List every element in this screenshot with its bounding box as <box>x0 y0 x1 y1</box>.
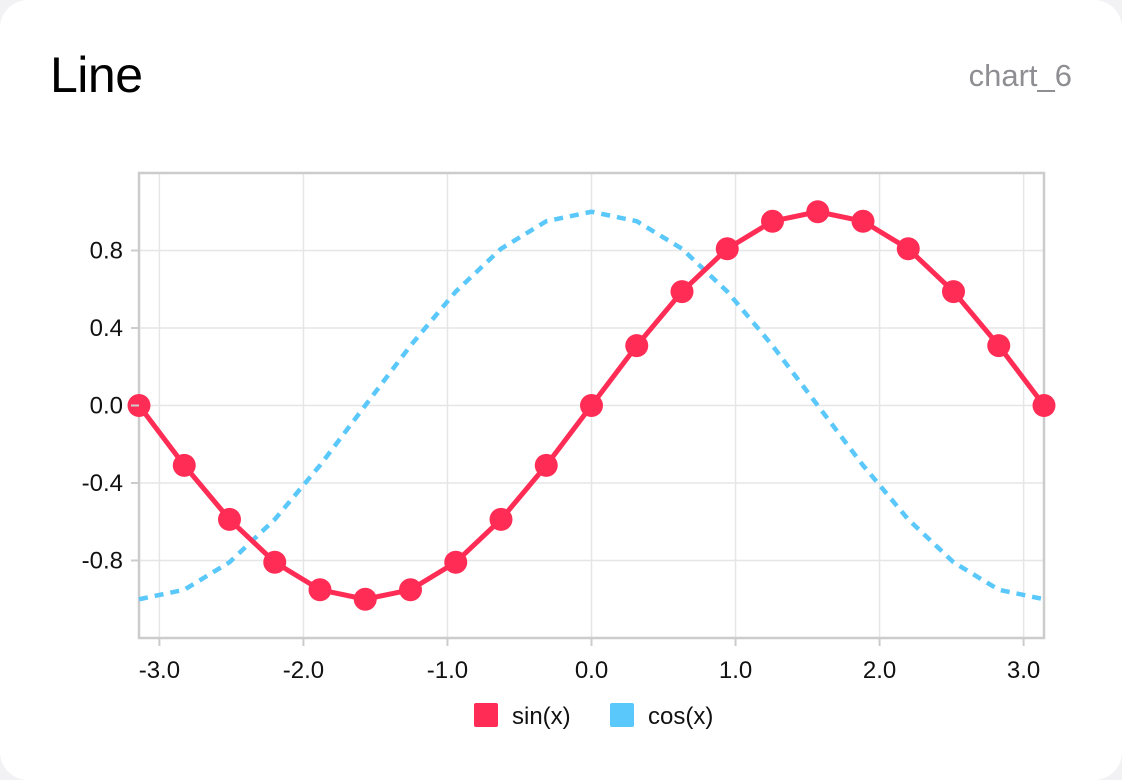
chart-title: Line <box>50 47 143 103</box>
legend-swatch <box>610 703 634 727</box>
legend-label: cos(x) <box>648 703 713 730</box>
x-tick-label: 3.0 <box>1007 657 1040 684</box>
x-tick-label: 1.0 <box>719 657 752 684</box>
x-tick-label: -2.0 <box>283 657 324 684</box>
data-point-sin <box>263 550 287 574</box>
x-tick-label: 2.0 <box>863 657 896 684</box>
data-point-sin <box>851 209 875 233</box>
data-point-sin <box>399 578 423 602</box>
legend-swatch <box>474 703 498 727</box>
data-point-sin <box>1032 394 1056 417</box>
series-line-cos <box>138 209 1045 602</box>
y-tick-label: 0.8 <box>90 238 123 265</box>
data-point-sin <box>353 587 377 611</box>
chart-id-label: chart_6 <box>968 58 1072 93</box>
data-point-sin <box>987 334 1011 358</box>
data-point-sin <box>172 453 196 477</box>
y-tick-label: -0.8 <box>82 548 123 575</box>
y-axis-ticks: -0.8 -0.4 0.0 0.4 0.8 <box>82 238 139 575</box>
data-point-sin <box>806 200 830 224</box>
data-point-sin <box>580 394 603 417</box>
x-tick-label: -1.0 <box>427 657 468 684</box>
data-point-sin <box>217 507 241 531</box>
data-point-sin <box>534 453 558 477</box>
data-point-sin <box>715 237 739 261</box>
data-point-sin <box>444 550 468 574</box>
x-tick-label: 0.0 <box>575 657 608 684</box>
y-tick-label: 0.4 <box>90 315 123 342</box>
y-tick-label: -0.4 <box>82 470 123 497</box>
data-point-sin <box>670 280 694 304</box>
legend-label: sin(x) <box>512 703 571 730</box>
x-axis-ticks: -3.0 -2.0 -1.0 0.0 1.0 2.0 3.0 <box>139 638 1040 684</box>
data-point-sin <box>760 209 784 233</box>
data-point-sin <box>896 237 920 261</box>
y-tick-label: 0.0 <box>90 393 123 420</box>
x-tick-label: -3.0 <box>139 657 180 684</box>
data-point-sin <box>489 507 513 531</box>
legend: sin(x) cos(x) <box>474 703 713 730</box>
data-point-sin <box>625 334 649 358</box>
data-point-sin <box>308 578 332 602</box>
data-point-sin <box>942 280 966 304</box>
series-markers <box>127 200 1056 611</box>
